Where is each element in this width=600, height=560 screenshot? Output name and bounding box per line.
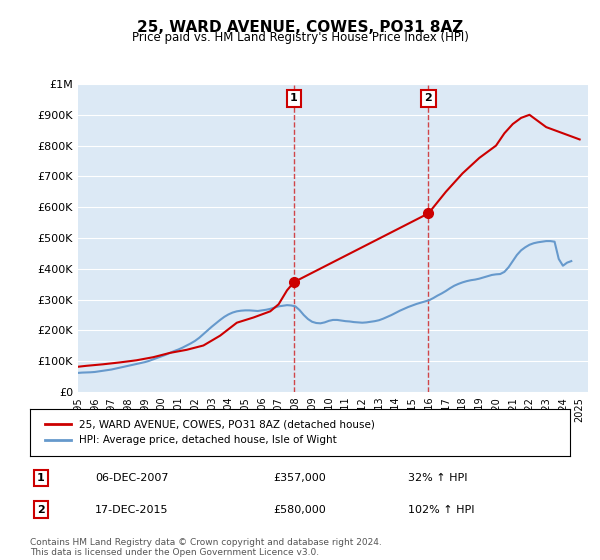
- Text: 1: 1: [37, 473, 44, 483]
- Text: 25, WARD AVENUE, COWES, PO31 8AZ: 25, WARD AVENUE, COWES, PO31 8AZ: [137, 20, 463, 35]
- Text: £357,000: £357,000: [273, 473, 326, 483]
- Text: 17-DEC-2015: 17-DEC-2015: [95, 505, 168, 515]
- Text: 102% ↑ HPI: 102% ↑ HPI: [408, 505, 475, 515]
- Text: 32% ↑ HPI: 32% ↑ HPI: [408, 473, 467, 483]
- Legend: 25, WARD AVENUE, COWES, PO31 8AZ (detached house), HPI: Average price, detached : 25, WARD AVENUE, COWES, PO31 8AZ (detach…: [41, 416, 379, 449]
- Text: Contains HM Land Registry data © Crown copyright and database right 2024.
This d: Contains HM Land Registry data © Crown c…: [30, 538, 382, 557]
- Text: 1: 1: [290, 93, 298, 103]
- Text: 06-DEC-2007: 06-DEC-2007: [95, 473, 168, 483]
- Text: Price paid vs. HM Land Registry's House Price Index (HPI): Price paid vs. HM Land Registry's House …: [131, 31, 469, 44]
- Text: 2: 2: [425, 93, 433, 103]
- Text: £580,000: £580,000: [273, 505, 326, 515]
- Text: 2: 2: [37, 505, 44, 515]
